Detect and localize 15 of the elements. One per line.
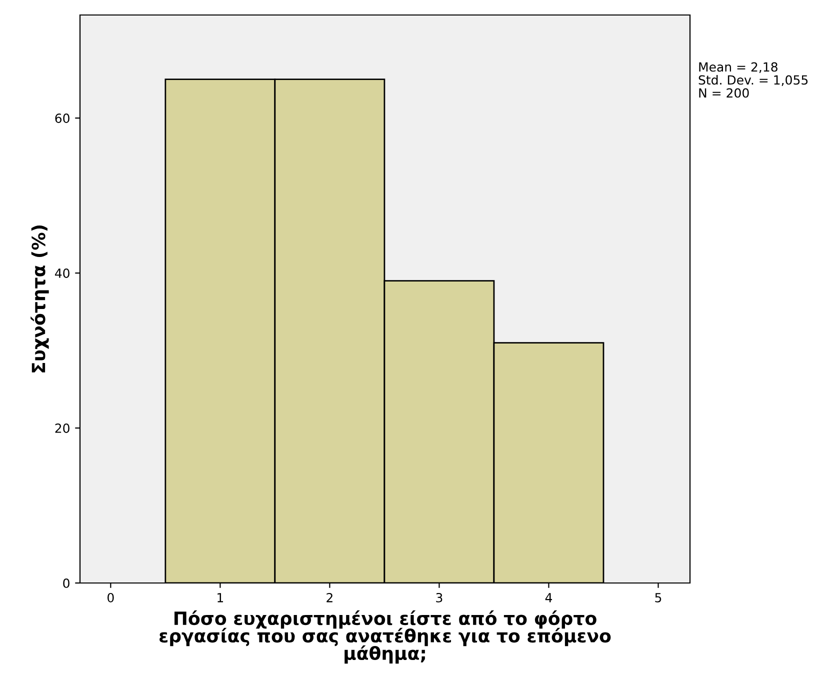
y-tick-label: 20	[55, 423, 70, 433]
x-tick-label: 5	[655, 593, 662, 602]
x-axis-title: Πόσο ευχαριστημένοι είστε από το φόρτο εργασίας που σας ανατέθηκε για το επόμενο μάθημα;	[160, 610, 611, 664]
y-axis-title: Συχνότητα (%)	[30, 226, 49, 372]
text: Std. Dev. = 1,055	[698, 75, 808, 86]
y-tick-label: 40	[54, 268, 70, 278]
x-tick-label: 3	[436, 592, 442, 602]
y-tick-label: 60	[55, 114, 70, 123]
y-tick-label: 0	[63, 578, 70, 588]
x-tick-label: 2	[326, 592, 332, 602]
text: N = 200	[699, 88, 749, 98]
x-tick-label: 0	[108, 592, 114, 602]
x-tick-label: 4	[545, 593, 552, 602]
x-tick-label: 1	[218, 593, 223, 602]
text: Mean = 2,18	[699, 62, 778, 73]
